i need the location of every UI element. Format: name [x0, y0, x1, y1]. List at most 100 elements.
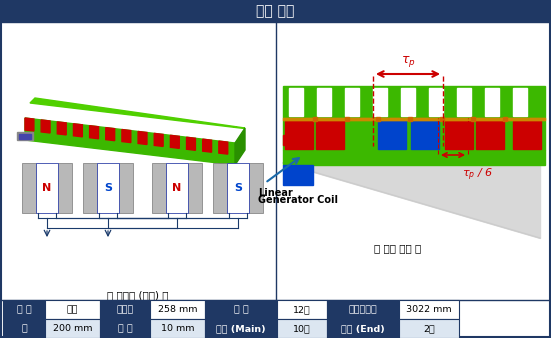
Bar — [249, 163, 263, 213]
Polygon shape — [154, 134, 163, 146]
Bar — [283, 118, 545, 120]
Bar — [429, 88, 443, 116]
Text: $\tau_p$ / 6: $\tau_p$ / 6 — [462, 167, 494, 184]
Polygon shape — [25, 118, 34, 131]
Bar — [376, 117, 380, 121]
Text: 끝극 (End): 끝극 (End) — [341, 324, 385, 333]
Bar — [289, 88, 303, 116]
Text: 258 mm: 258 mm — [158, 305, 197, 314]
Text: 전자석길이: 전자석길이 — [349, 305, 377, 314]
Bar — [445, 121, 473, 149]
Bar — [19, 134, 31, 139]
Bar — [345, 88, 359, 116]
Bar — [283, 86, 545, 118]
Text: 극피치: 극피치 — [116, 305, 134, 314]
Polygon shape — [41, 120, 50, 133]
Bar — [100, 300, 150, 319]
Bar — [457, 88, 471, 116]
Text: 2개: 2개 — [423, 324, 435, 333]
Bar — [283, 120, 545, 150]
Bar — [277, 300, 327, 319]
Text: 10개: 10개 — [293, 324, 311, 333]
Polygon shape — [235, 128, 245, 165]
Text: N: N — [172, 183, 182, 193]
Text: 12개: 12개 — [293, 305, 311, 314]
Bar — [213, 163, 227, 213]
Polygon shape — [122, 129, 131, 143]
Polygon shape — [25, 118, 235, 165]
Bar — [317, 88, 331, 116]
Bar — [327, 300, 399, 319]
Bar — [97, 163, 119, 213]
Text: 주극 (Main): 주극 (Main) — [216, 324, 266, 333]
Text: S: S — [104, 183, 112, 193]
Bar — [3, 300, 45, 319]
Bar — [485, 88, 499, 116]
Bar — [100, 319, 150, 338]
Text: 폭: 폭 — [21, 324, 27, 333]
Bar — [45, 319, 100, 338]
Text: 해석 모델: 해석 모델 — [256, 4, 294, 19]
Polygon shape — [203, 139, 212, 152]
Polygon shape — [170, 135, 179, 148]
Bar — [83, 163, 97, 213]
Polygon shape — [187, 137, 196, 150]
Bar — [227, 163, 249, 213]
Bar — [440, 117, 444, 121]
Text: N: N — [42, 183, 52, 193]
Bar — [378, 121, 406, 149]
Polygon shape — [30, 98, 245, 128]
Text: 〈 권선도 (예측) 〉: 〈 권선도 (예측) 〉 — [107, 290, 169, 300]
Bar — [205, 319, 277, 338]
Bar — [399, 300, 459, 319]
Bar — [152, 163, 166, 213]
Bar — [36, 163, 58, 213]
Bar — [22, 163, 36, 213]
Bar — [283, 118, 545, 120]
Bar — [150, 300, 205, 319]
Bar — [205, 300, 277, 319]
Polygon shape — [219, 141, 228, 154]
Bar — [166, 163, 188, 213]
Bar — [503, 117, 507, 121]
Bar — [277, 319, 327, 338]
Polygon shape — [106, 128, 115, 141]
Text: 공 극: 공 극 — [117, 324, 132, 333]
Bar — [285, 121, 313, 149]
Bar — [373, 88, 387, 116]
Text: 〈 상세 구조 〉: 〈 상세 구조 〉 — [374, 243, 422, 253]
Text: $\tau_p$: $\tau_p$ — [401, 54, 415, 69]
Polygon shape — [90, 126, 99, 139]
Bar — [1, 1, 550, 22]
Bar — [188, 163, 202, 213]
Bar — [313, 117, 317, 121]
Bar — [411, 121, 439, 149]
Bar — [3, 319, 45, 338]
Bar — [399, 319, 459, 338]
Bar — [283, 150, 545, 165]
Bar — [316, 121, 344, 149]
Polygon shape — [57, 122, 66, 135]
Polygon shape — [138, 131, 147, 145]
Text: 10 mm: 10 mm — [161, 324, 195, 333]
Text: 코 어: 코 어 — [17, 305, 31, 314]
Bar — [513, 121, 541, 149]
Bar — [471, 117, 475, 121]
Bar — [58, 163, 72, 213]
Text: S: S — [234, 183, 242, 193]
Text: Linear: Linear — [258, 188, 293, 198]
Bar — [327, 319, 399, 338]
Bar — [283, 135, 287, 145]
Bar — [119, 163, 133, 213]
Bar — [283, 165, 313, 185]
Bar — [513, 88, 527, 116]
Bar — [401, 88, 415, 116]
Bar — [345, 117, 349, 121]
Bar — [476, 121, 504, 149]
Polygon shape — [73, 124, 82, 137]
Polygon shape — [283, 163, 540, 238]
Text: 적층: 적층 — [67, 305, 78, 314]
Polygon shape — [17, 132, 33, 140]
Text: Generator Coil: Generator Coil — [258, 195, 338, 205]
Text: 3022 mm: 3022 mm — [406, 305, 452, 314]
